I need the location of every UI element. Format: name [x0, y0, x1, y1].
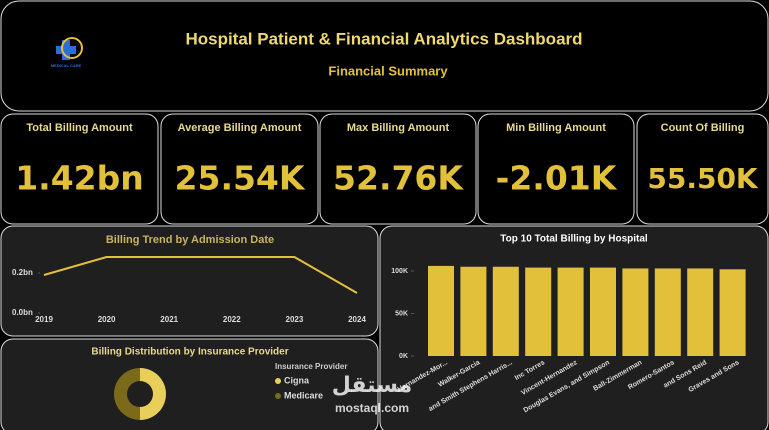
x-tick-label: 2019	[35, 315, 53, 324]
bar	[590, 267, 616, 356]
kpi-label: Average Billing Amount	[178, 122, 302, 134]
bar	[622, 268, 649, 356]
kpi-label: Count Of Billing	[661, 122, 745, 134]
y-tick-label: 0.2bn	[12, 268, 33, 277]
logo-text: MEDICAL CARE	[51, 63, 82, 68]
x-tick-label: 2022	[223, 315, 241, 324]
x-tick-label: 2021	[160, 315, 178, 324]
kpi-card	[0, 113, 159, 225]
y-tick-label: 100K	[391, 268, 408, 275]
y-tick-label: 0K	[399, 353, 408, 360]
bar	[557, 267, 584, 356]
kpi-card	[636, 113, 769, 225]
bar	[687, 268, 714, 356]
legend-dot	[275, 393, 281, 399]
chart-title: Top 10 Total Billing by Hospital	[500, 234, 648, 245]
donut-slice	[114, 368, 140, 420]
kpi-label: Min Billing Amount	[506, 122, 606, 134]
title: Hospital Patient & Financial Analytics D…	[185, 29, 582, 48]
bar	[525, 267, 552, 356]
bar	[654, 268, 681, 356]
logo: MEDICAL CARE	[51, 37, 83, 68]
x-tick-label: 2024	[348, 315, 366, 324]
kpi-card	[160, 113, 319, 225]
kpi-value: 55.50K	[647, 162, 759, 195]
kpi-value: -2.01K	[496, 159, 618, 198]
kpi-value: 1.42bn	[15, 159, 144, 198]
kpi-label: Total Billing Amount	[26, 122, 133, 134]
legend-title: Insurance Provider	[275, 362, 347, 371]
kpi-card	[319, 113, 477, 225]
y-tick-label: 50K	[395, 310, 408, 317]
subtitle: Financial Summary	[328, 63, 448, 78]
kpi-value: 52.76K	[333, 159, 464, 198]
x-tick-label: 2023	[286, 315, 304, 324]
bar	[460, 266, 487, 356]
line	[43, 256, 358, 294]
watermark: مستقل	[332, 373, 412, 398]
chart-title: Billing Trend by Admission Date	[106, 234, 274, 246]
donut-slice	[140, 368, 166, 420]
legend-label: Cigna	[284, 375, 310, 385]
x-tick-label: 2020	[98, 315, 116, 324]
kpi-card	[477, 113, 635, 225]
kpi-value: 25.54K	[175, 159, 306, 198]
kpi-label: Max Billing Amount	[347, 122, 450, 134]
bar	[719, 269, 746, 356]
header-panel	[0, 0, 769, 112]
bar	[492, 266, 519, 356]
pie-panel	[0, 338, 379, 430]
legend-dot	[275, 378, 281, 384]
legend-label: Medicare	[284, 390, 323, 400]
line-panel	[0, 225, 379, 337]
chart-title: Billing Distribution by Insurance Provid…	[91, 347, 288, 358]
bar	[428, 265, 454, 356]
y-tick-label: 0.0bn	[12, 308, 33, 317]
watermark: mostaql.com	[335, 401, 409, 415]
